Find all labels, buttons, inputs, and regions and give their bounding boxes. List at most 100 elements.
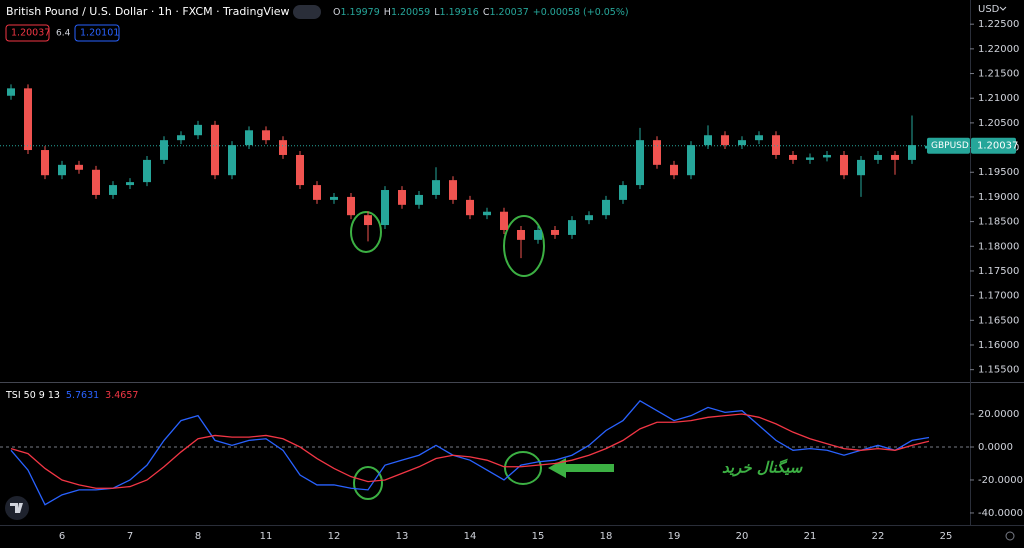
candle-body xyxy=(670,164,678,176)
chart-header: British Pound / U.S. Dollar · 1h · FXCM … xyxy=(6,5,290,18)
candle-body xyxy=(585,215,593,221)
candle-body xyxy=(296,154,304,186)
y-tick-label: 1.22500 xyxy=(978,19,1019,30)
x-tick-label: 12 xyxy=(328,531,341,542)
price-tag-bg xyxy=(971,137,1016,154)
candle-body xyxy=(228,145,236,176)
candle-body xyxy=(568,220,576,235)
candle-body xyxy=(126,182,134,186)
candle-body xyxy=(857,159,865,176)
tsi-line xyxy=(10,399,930,506)
x-tick-label: 6 xyxy=(59,531,65,542)
y-tick-label: 20.0000 xyxy=(978,409,1019,420)
x-tick-label: 15 xyxy=(532,531,545,542)
tsi-line xyxy=(10,413,930,489)
candle-body xyxy=(840,154,848,176)
candle-body xyxy=(245,130,253,146)
indicator-title: TSI 50 9 13 xyxy=(5,390,60,401)
price-tag: 1.20037 xyxy=(977,141,1018,152)
x-tick-label: 7 xyxy=(127,531,133,542)
ohlc-value: 1.20059 xyxy=(391,7,430,18)
candle-body xyxy=(347,196,355,216)
candle-body xyxy=(364,215,372,226)
candle-body xyxy=(517,229,525,240)
ask-value: 1.20101 xyxy=(80,28,119,39)
symbol-tag: GBPUSD xyxy=(931,141,969,151)
annotations: سیگنال خرید xyxy=(350,211,804,500)
x-tick-label: 18 xyxy=(600,531,613,542)
candle-body xyxy=(24,88,32,151)
y-tick-label: 1.19000 xyxy=(978,192,1019,203)
ohlc-value: 1.20037 xyxy=(489,7,528,18)
symbol-tag-bg xyxy=(927,137,970,154)
arrow xyxy=(548,458,614,478)
header-buttons xyxy=(293,5,321,19)
candle-body xyxy=(109,185,117,195)
ohlc-value: 1.19979 xyxy=(340,7,379,18)
y-tick-label: 1.21500 xyxy=(978,69,1019,80)
candle-body xyxy=(534,229,542,240)
candle-body xyxy=(7,88,15,96)
highlight-circle xyxy=(350,211,382,253)
candle-body xyxy=(398,190,406,205)
tradingview-logo xyxy=(5,496,29,520)
ohlc-key: L xyxy=(434,7,440,18)
ohlc-legend: O1.19979 H1.20059 L1.19916 C1.20037 +0.00058… xyxy=(333,7,629,18)
currency-label: USD xyxy=(978,4,1000,15)
candle-body xyxy=(177,135,185,141)
candle-body xyxy=(279,140,287,155)
y-tick-label: 1.16000 xyxy=(978,340,1019,351)
candle-body xyxy=(755,135,763,141)
candle-body xyxy=(772,135,780,155)
bid-value: 1.20037 xyxy=(11,28,50,39)
y-tick-label: 1.21000 xyxy=(978,93,1019,104)
x-tick-label: 14 xyxy=(464,531,477,542)
candle-body xyxy=(483,211,491,216)
indicator-legend: TSI 50 9 13 5.7631 3.4657 xyxy=(5,390,138,401)
bid-box xyxy=(5,24,50,42)
logo-mark xyxy=(10,503,23,513)
x-tick-label: 13 xyxy=(396,531,409,542)
candle-body xyxy=(313,185,321,200)
candle-body xyxy=(449,180,457,200)
x-tick-label: 11 xyxy=(260,531,273,542)
ohlc-key: O xyxy=(333,7,340,18)
candle-body xyxy=(466,199,474,216)
x-tick-label: 19 xyxy=(668,531,681,542)
settings-icon[interactable] xyxy=(1005,531,1015,541)
y-tick-label: -40.0000 xyxy=(978,508,1023,519)
candle-body xyxy=(432,180,440,195)
candle-body xyxy=(908,145,916,160)
candle-body xyxy=(194,124,202,136)
candle-body xyxy=(738,140,746,146)
ohlc-key: C xyxy=(483,7,490,18)
candle-body xyxy=(551,229,559,235)
highlight-circle xyxy=(353,466,383,500)
x-tick-label: 8 xyxy=(195,531,201,542)
ohlc-value: 1.19916 xyxy=(440,7,479,18)
annotation: سیگنال خرید xyxy=(722,459,804,477)
candle-body xyxy=(415,194,423,205)
candle-body xyxy=(602,199,610,216)
candle-body xyxy=(789,154,797,160)
candle-body xyxy=(92,169,100,195)
candle-body xyxy=(636,140,644,186)
candle-body xyxy=(381,190,389,226)
highlight-circle xyxy=(504,451,542,485)
candle-body xyxy=(41,150,49,176)
y-tick-label: 0.0000 xyxy=(978,442,1013,453)
currency-dropdown[interactable] xyxy=(999,6,1007,11)
chart-title: British Pound / U.S. Dollar · 1h · FXCM … xyxy=(6,5,290,18)
candle-body xyxy=(619,185,627,200)
x-tick-label: 25 xyxy=(940,531,953,542)
candle-body xyxy=(874,154,882,160)
indicator-value: 3.4657 xyxy=(105,390,138,401)
change-value: +0.00058 (+0.05%) xyxy=(533,7,629,18)
candle-body xyxy=(806,157,814,160)
candle-body xyxy=(58,164,66,176)
candle-body xyxy=(160,140,168,160)
candle-body xyxy=(500,211,508,230)
y-tick-label: 1.18000 xyxy=(978,241,1019,252)
